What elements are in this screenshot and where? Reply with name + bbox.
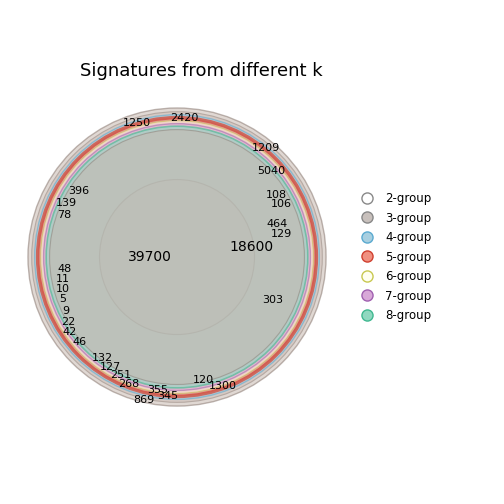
Circle shape [46,126,308,388]
Text: 464: 464 [266,219,287,229]
Text: 268: 268 [118,380,139,390]
Text: 11: 11 [56,274,70,284]
Text: 22: 22 [61,317,75,327]
Text: 132: 132 [92,353,113,363]
Text: 396: 396 [68,185,89,196]
Text: 251: 251 [110,370,132,380]
Text: 9: 9 [62,306,69,316]
Text: 355: 355 [147,385,168,395]
Text: 1300: 1300 [209,381,236,391]
Text: 129: 129 [271,229,292,239]
Circle shape [35,115,320,399]
Text: 106: 106 [271,199,292,209]
Text: 10: 10 [56,284,70,294]
Text: 2420: 2420 [170,113,199,122]
Text: 78: 78 [57,210,71,220]
Title: Signatures from different k: Signatures from different k [80,62,323,80]
Text: 48: 48 [58,264,72,274]
Text: 303: 303 [263,294,284,304]
Text: 39700: 39700 [128,250,172,264]
Text: 5: 5 [59,294,66,304]
Legend: 2-group, 3-group, 4-group, 5-group, 6-group, 7-group, 8-group: 2-group, 3-group, 4-group, 5-group, 6-gr… [353,190,433,325]
Text: 869: 869 [133,395,154,405]
Text: 1209: 1209 [253,143,281,153]
Text: 127: 127 [100,362,121,372]
Circle shape [38,118,317,396]
Circle shape [41,120,313,394]
Text: 345: 345 [158,391,178,401]
Circle shape [32,112,323,402]
Circle shape [99,179,255,335]
Text: 108: 108 [266,190,287,200]
Text: 120: 120 [193,375,214,385]
Text: 139: 139 [56,199,77,208]
Text: 5040: 5040 [257,166,285,176]
Text: 1250: 1250 [122,118,151,128]
Circle shape [44,123,310,391]
Text: 42: 42 [62,327,77,337]
Text: 46: 46 [72,337,87,347]
Text: 18600: 18600 [229,239,274,254]
Circle shape [49,130,304,385]
Circle shape [28,108,326,406]
